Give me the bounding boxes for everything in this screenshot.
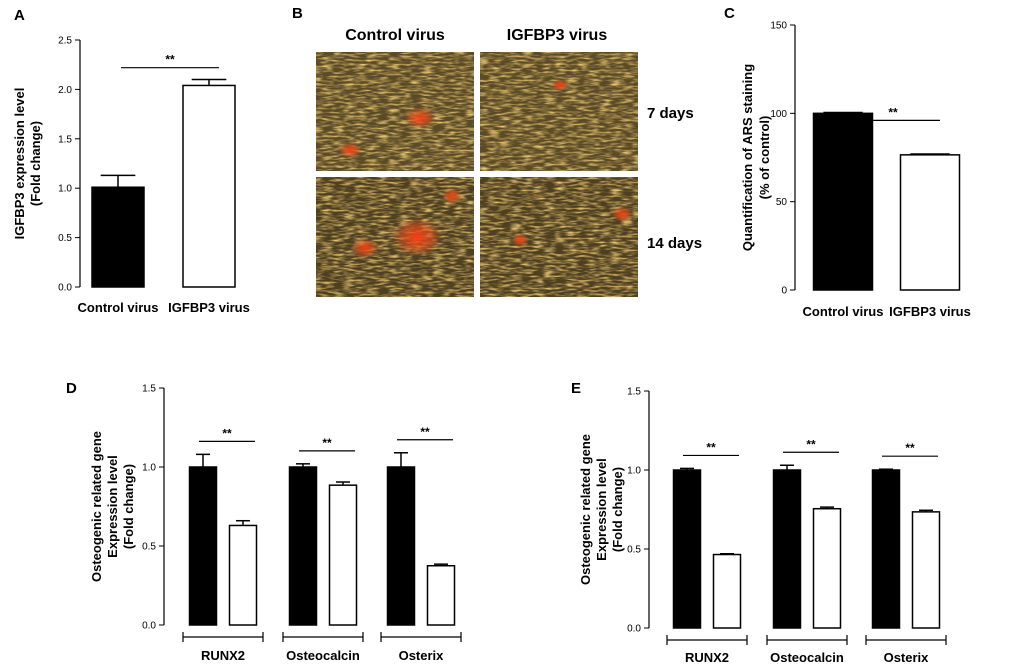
group-label: Osteocalcin bbox=[770, 650, 844, 665]
panel-letter-a: A bbox=[14, 7, 25, 24]
y-tick-label: 1.0 bbox=[58, 184, 72, 195]
y-tick-label: 1.5 bbox=[142, 384, 156, 395]
category-label: Control virus bbox=[803, 304, 884, 319]
bar bbox=[288, 466, 318, 626]
y-tick-label: 0.0 bbox=[142, 621, 156, 632]
y-tick-label: 0.5 bbox=[142, 542, 156, 553]
y-tick-label: 0 bbox=[781, 286, 787, 297]
micrograph-column-header-igfbp3: IGFBP3 virus bbox=[507, 27, 608, 44]
bar bbox=[182, 84, 236, 288]
bar bbox=[911, 511, 941, 629]
micrograph-igfbp3-7-days bbox=[480, 52, 638, 171]
significance-label: ** bbox=[165, 53, 175, 67]
y-tick-label: 100 bbox=[770, 109, 787, 120]
y-tick-label: 1.0 bbox=[142, 463, 156, 474]
y-axis-label-line: Expression level bbox=[594, 458, 609, 561]
micrograph-row-label-7-days: 7 days bbox=[647, 105, 694, 122]
y-tick-label: 150 bbox=[770, 21, 787, 32]
chart-c-ars-quantification: 0 50 100 150 Quantification of ARS staining(… bbox=[740, 21, 971, 320]
panel-letter-e: E bbox=[571, 380, 581, 397]
y-axis-label-line: (Fold change) bbox=[610, 467, 625, 552]
significance-label: ** bbox=[706, 440, 716, 454]
group-label: RUNX2 bbox=[685, 650, 729, 665]
y-tick-label: 0.0 bbox=[58, 283, 72, 294]
micrograph-igfbp3-14-days bbox=[480, 177, 638, 297]
significance-label: ** bbox=[420, 425, 430, 439]
y-tick-label: 2.5 bbox=[58, 36, 72, 47]
panel-letter-b: B bbox=[292, 5, 303, 22]
y-axis-label-line: Osteogenic related gene bbox=[89, 431, 104, 582]
y-tick-label: 1.0 bbox=[627, 466, 641, 477]
y-tick-label: 0.5 bbox=[627, 545, 641, 556]
bar bbox=[772, 469, 802, 629]
bar bbox=[188, 466, 218, 626]
group-label: Osterix bbox=[884, 650, 930, 665]
significance-label: ** bbox=[322, 436, 332, 450]
panel-letter-d: D bbox=[66, 380, 77, 397]
significance-label: ** bbox=[888, 105, 898, 119]
panel-b-micrographs: Control virus IGFBP3 virus 7 days bbox=[316, 27, 702, 297]
micrograph-row-label-14-days: 14 days bbox=[647, 235, 702, 252]
group-label: Osterix bbox=[399, 648, 445, 663]
significance-label: ** bbox=[222, 426, 232, 440]
chart-a-igfbp3-expression: 0.0 0.5 1.0 1.5 2.0 2.5 IGFBP3 expression leve… bbox=[12, 36, 250, 316]
y-tick-label: 50 bbox=[776, 197, 788, 208]
group-label: Osteocalcin bbox=[286, 648, 360, 663]
significance-label: ** bbox=[905, 441, 915, 455]
y-tick-label: 1.5 bbox=[58, 134, 72, 145]
micrograph-column-header-control: Control virus bbox=[345, 27, 445, 44]
y-axis-label-line: IGFBP3 expression level bbox=[12, 88, 27, 240]
chart-e-osteogenic-genes: 0.0 0.5 1.0 1.5 Osteogenic related gene Expre… bbox=[578, 387, 947, 665]
chart-d-osteogenic-genes: 0.0 0.5 1.0 1.5 Osteogenic related gene Expre… bbox=[89, 384, 462, 663]
panel-letter-c: C bbox=[724, 5, 735, 22]
group-label: RUNX2 bbox=[201, 648, 245, 663]
bar bbox=[712, 553, 742, 629]
bar bbox=[328, 484, 358, 626]
bar bbox=[899, 154, 961, 291]
bar bbox=[871, 469, 901, 629]
y-tick-label: 2.0 bbox=[58, 85, 72, 96]
y-axis-label-line: Expression level bbox=[105, 455, 120, 558]
significance-label: ** bbox=[806, 437, 816, 451]
y-axis-label-line: (Fold change) bbox=[121, 464, 136, 549]
category-label: Control virus bbox=[78, 300, 159, 315]
y-tick-label: 0.0 bbox=[627, 624, 641, 635]
bar bbox=[812, 112, 874, 291]
bar bbox=[91, 186, 145, 288]
y-tick-label: 1.5 bbox=[627, 387, 641, 398]
bar bbox=[672, 469, 702, 629]
bar bbox=[386, 466, 416, 626]
y-tick-label: 0.5 bbox=[58, 233, 72, 244]
y-axis-label-line: Osteogenic related gene bbox=[578, 434, 593, 585]
y-axis-label-line: Quantification of ARS staining bbox=[740, 64, 755, 251]
bar bbox=[228, 524, 258, 626]
category-label: IGFBP3 virus bbox=[889, 304, 971, 319]
micrograph-control-7-days bbox=[316, 52, 474, 171]
category-label: IGFBP3 virus bbox=[168, 300, 250, 315]
y-axis-label-line: (% of control) bbox=[757, 116, 772, 200]
bar bbox=[812, 507, 842, 629]
bar bbox=[426, 565, 456, 626]
y-axis-label-line: (Fold change) bbox=[28, 121, 43, 206]
micrograph-control-14-days bbox=[316, 177, 474, 297]
